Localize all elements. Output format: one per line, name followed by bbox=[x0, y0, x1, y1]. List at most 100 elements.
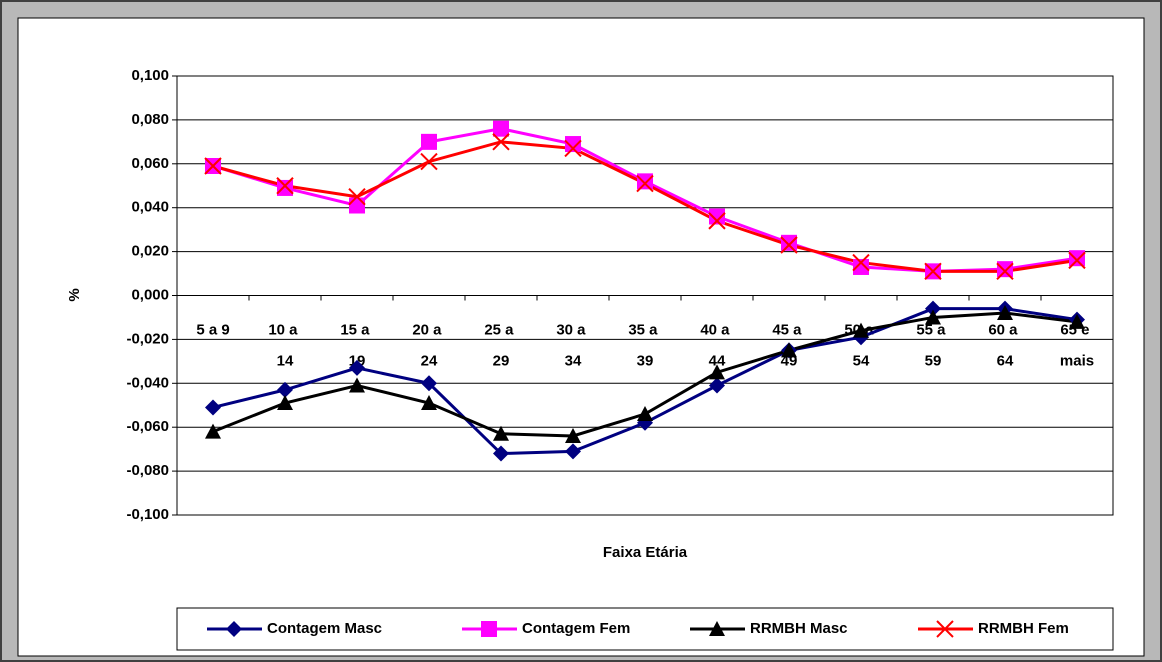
marker bbox=[781, 342, 797, 358]
x-tick-label-line: 59 bbox=[925, 352, 942, 369]
marker bbox=[709, 621, 725, 636]
marker bbox=[925, 300, 941, 317]
marker bbox=[637, 406, 653, 422]
marker bbox=[565, 427, 581, 443]
x-tick-label: 60 a 64 bbox=[988, 321, 1021, 369]
x-tick-label-line: 10 a bbox=[268, 321, 301, 338]
marker bbox=[997, 305, 1013, 321]
x-tick-label-line: 39 bbox=[637, 352, 654, 369]
marker bbox=[277, 395, 293, 411]
x-tick-label-line: 40 a bbox=[700, 321, 733, 338]
marker bbox=[421, 395, 437, 411]
marker bbox=[997, 261, 1013, 278]
y-axis-label: % bbox=[66, 288, 83, 301]
marker bbox=[565, 136, 581, 153]
marker bbox=[709, 377, 725, 394]
x-tick-label-line: 55 a bbox=[916, 321, 949, 338]
y-tick-label: 0,000 bbox=[131, 286, 169, 303]
marker bbox=[925, 309, 941, 325]
marker bbox=[276, 177, 294, 195]
x-tick-label-line: 20 a bbox=[412, 321, 445, 338]
y-tick-label: -0,060 bbox=[126, 418, 169, 435]
marker bbox=[780, 236, 798, 254]
x-tick-label: 25 a 29 bbox=[484, 321, 517, 369]
marker bbox=[781, 234, 797, 251]
y-tick-label: 0,060 bbox=[131, 155, 169, 172]
marker bbox=[709, 364, 725, 380]
marker bbox=[709, 208, 725, 225]
marker bbox=[708, 212, 726, 230]
marker bbox=[492, 133, 510, 151]
y-tick-label: 0,100 bbox=[131, 67, 169, 84]
marker bbox=[996, 262, 1014, 281]
x-tick-label: 65 e mais bbox=[1060, 321, 1094, 369]
y-tick-label: -0,040 bbox=[126, 374, 169, 391]
x-tick-label-line: 25 a bbox=[484, 321, 517, 338]
x-tick-label-line: 64 bbox=[997, 352, 1014, 369]
marker bbox=[636, 174, 654, 193]
marker bbox=[853, 322, 869, 338]
marker bbox=[226, 621, 242, 637]
legend-label: Contagem Fem bbox=[522, 620, 630, 637]
x-axis-label: Faixa Etária bbox=[603, 544, 688, 561]
marker bbox=[277, 381, 293, 398]
x-tick-label-line: 35 a bbox=[628, 321, 661, 338]
x-tick-label-line: mais bbox=[1060, 352, 1094, 369]
marker bbox=[493, 445, 509, 462]
marker bbox=[421, 133, 437, 150]
x-tick-label-line: 30 a bbox=[556, 321, 589, 338]
marker bbox=[481, 621, 497, 637]
x-tick-label: 40 a 44 bbox=[700, 321, 733, 369]
y-tick-label: 0,020 bbox=[131, 243, 169, 260]
x-tick-label: 10 a 14 bbox=[268, 321, 301, 369]
marker bbox=[420, 152, 438, 171]
x-tick-label-line: 29 bbox=[493, 352, 510, 369]
marker bbox=[493, 120, 509, 137]
marker bbox=[1069, 250, 1085, 267]
x-tick-label-line: 54 bbox=[853, 352, 870, 369]
marker bbox=[348, 188, 366, 206]
x-tick-label-line: 15 a bbox=[340, 321, 373, 338]
marker bbox=[564, 139, 582, 158]
chart-area bbox=[17, 17, 1145, 657]
marker bbox=[277, 179, 293, 196]
x-tick-label: 20 a 24 bbox=[412, 321, 445, 369]
y-tick-label: -0,080 bbox=[126, 462, 169, 479]
x-tick-label: 5 a 9 bbox=[196, 321, 229, 338]
y-tick-label: 0,080 bbox=[131, 111, 169, 128]
legend-label: RRMBH Masc bbox=[750, 620, 848, 637]
marker bbox=[205, 399, 221, 416]
x-tick-label-line: 60 a bbox=[988, 321, 1021, 338]
marker bbox=[1068, 251, 1086, 270]
x-tick-label-line: 45 a bbox=[772, 321, 805, 338]
x-tick-label-line: 65 e bbox=[1060, 321, 1093, 338]
marker bbox=[349, 377, 365, 393]
x-tick-label-line: 44 bbox=[709, 352, 726, 369]
marker bbox=[1069, 313, 1085, 329]
y-tick-label: -0,020 bbox=[126, 330, 169, 347]
x-tick-label-line: 34 bbox=[565, 352, 582, 369]
y-tick-label: 0,040 bbox=[131, 199, 169, 216]
marker bbox=[349, 197, 365, 214]
x-tick-label: 35 a 39 bbox=[628, 321, 661, 369]
x-tick-label: 55 a 59 bbox=[916, 321, 949, 369]
x-tick-label-line: 14 bbox=[277, 352, 294, 369]
marker bbox=[493, 425, 509, 441]
marker bbox=[421, 375, 437, 392]
x-tick-label-line: 24 bbox=[421, 352, 438, 369]
y-tick-label: -0,100 bbox=[126, 506, 169, 523]
marker bbox=[924, 262, 942, 281]
marker bbox=[349, 359, 365, 376]
legend-label: Contagem Masc bbox=[267, 620, 382, 637]
legend-label: RRMBH Fem bbox=[978, 620, 1069, 637]
marker bbox=[565, 443, 581, 460]
marker bbox=[637, 173, 653, 190]
marker bbox=[205, 423, 221, 439]
marker bbox=[204, 157, 222, 175]
marker bbox=[852, 253, 870, 272]
x-tick-label: 30 a 34 bbox=[556, 321, 589, 369]
marker bbox=[853, 258, 869, 275]
marker bbox=[936, 620, 954, 638]
